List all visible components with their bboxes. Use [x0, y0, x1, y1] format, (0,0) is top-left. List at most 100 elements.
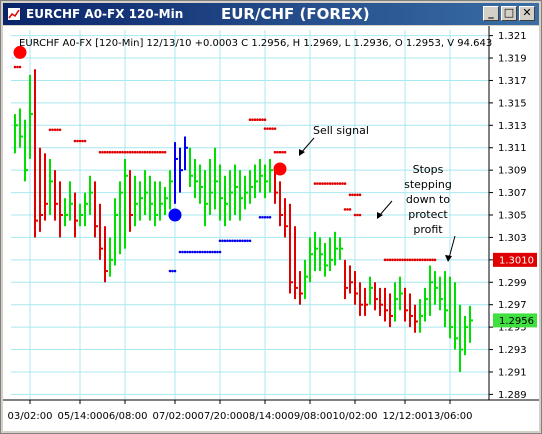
maximize-button[interactable]: □ — [501, 6, 517, 21]
sell-stop-dot — [278, 150, 282, 154]
x-tick-label: 13/06:00 — [428, 411, 473, 422]
minimize-button[interactable]: _ — [483, 6, 499, 21]
sell-stop-dot — [128, 150, 132, 154]
y-tick-label: 1.307 — [498, 188, 527, 199]
sell-stop-dot — [126, 150, 129, 154]
sell-stop-dot — [163, 150, 167, 154]
sell-stop-dot — [13, 65, 17, 69]
sell-stop-dot — [331, 182, 334, 185]
stops-arrowhead-left — [377, 212, 383, 219]
buy-stop-dot — [231, 239, 234, 243]
sell-stop-dot — [56, 128, 59, 132]
sell-stop-dot — [146, 150, 149, 154]
buy-stop-dot — [218, 250, 222, 254]
sell-stop-dot — [248, 118, 252, 121]
sell-stop-dot — [151, 150, 154, 154]
sell-stop-dot — [396, 258, 399, 262]
x-tick-label: 09/08:00 — [288, 411, 333, 422]
x-tick-label: 05/14:00 — [58, 411, 103, 422]
sell-stop-dot — [433, 258, 437, 262]
buy-stop-dot — [228, 239, 232, 243]
sell-signal-annotation: Sell signal — [313, 124, 369, 137]
buy-stop-dot — [238, 239, 242, 243]
sell-stop-dot — [76, 139, 79, 143]
close-button[interactable]: ✕ — [519, 6, 535, 21]
sell-stop-dot — [348, 208, 352, 211]
title-bar[interactable]: EURCHF A0-FX 120-Min EUR/CHF (FOREX) _ □… — [3, 3, 539, 25]
stops-arrow-right — [448, 235, 456, 259]
sell-stop-dot — [113, 150, 117, 154]
stops-annotation-line: profit — [413, 223, 443, 236]
buy-stop-dot — [186, 250, 189, 254]
sell-stop-dot — [73, 139, 77, 143]
buy-stop-dot — [178, 250, 182, 254]
sell-stop-dot — [111, 150, 114, 154]
sell-stop-dot — [118, 150, 122, 154]
sell-stop-dot — [136, 150, 139, 154]
buy-stop-dot — [248, 239, 252, 243]
sell-stop-dot — [353, 213, 357, 217]
sell-stop-dot — [18, 65, 22, 69]
sell-stop-dot — [316, 182, 319, 185]
buy-stop-dot — [263, 215, 267, 219]
quote-info-line: EURCHF A0-FX [120-Min] 12/13/10 +0.0003 … — [19, 38, 493, 49]
sell-stop-dot — [281, 150, 284, 154]
sell-stop-dot — [398, 258, 402, 262]
x-tick-label: 07/20:00 — [198, 411, 243, 422]
buy-stop-dot — [206, 250, 209, 254]
sell-signal-arrowhead — [299, 149, 305, 156]
stops-annotation-line: protect — [408, 208, 448, 221]
stops-arrowhead-right — [445, 255, 452, 262]
sell-stop-dot — [276, 150, 279, 154]
stops-arrow-left — [378, 200, 393, 217]
sell-stop-dot — [121, 150, 124, 154]
buy-stop-dot — [198, 250, 202, 254]
plot-area[interactable]: 1.321 1.319 1.317 1.315 1.313 1.311 1.309 1.307… — [3, 26, 539, 431]
y-tick-label: 1.315 — [498, 98, 527, 109]
sell-stop-dot — [78, 139, 82, 143]
sell-stop-dot — [263, 127, 267, 130]
y-tick-label: 1.295 — [498, 323, 527, 334]
sell-stop-dot — [416, 258, 419, 262]
stops-annotation-line: down to — [406, 193, 450, 206]
sell-stop-dot — [253, 118, 257, 121]
y-tick-label: 1.321 — [498, 31, 527, 42]
sell-stop-dot — [51, 128, 54, 132]
sell-stop-dot — [263, 118, 267, 121]
sell-stop-dot — [273, 150, 277, 154]
stop-price-tag-label: 1.3010 — [499, 255, 534, 266]
sell-stop-dot — [258, 118, 262, 121]
buy-stop-dot — [233, 239, 237, 243]
x-tick-label: 10/02:00 — [333, 411, 378, 422]
sell-stop-dot — [408, 258, 412, 262]
buy-stop-dot — [258, 215, 262, 219]
buy-stop-dot — [208, 250, 212, 254]
sell-stop-dot — [351, 193, 354, 197]
sell-stop-dot — [343, 182, 347, 185]
sell-stop-dot — [16, 65, 19, 69]
buy-stop-dot — [181, 250, 184, 254]
sell-stop-dot — [123, 150, 127, 154]
sell-stop-dot — [313, 182, 317, 185]
sell-stop-dot — [326, 182, 329, 185]
y-tick-label: 1.305 — [498, 211, 527, 222]
sell-stop-dot — [338, 182, 342, 185]
red-signal-marker — [273, 162, 287, 176]
sell-stop-dot — [158, 150, 162, 154]
sell-stop-dot — [116, 150, 119, 154]
y-tick-label: 1.297 — [498, 300, 527, 311]
sell-stop-dot — [406, 258, 409, 262]
sell-stop-dot — [393, 258, 397, 262]
buy-stop-dot — [191, 250, 194, 254]
buy-stop-dot — [171, 269, 174, 273]
sell-stop-dot — [101, 150, 104, 154]
sell-stop-dot — [271, 127, 274, 130]
sell-stop-dot — [348, 193, 352, 197]
chart-title: EUR/CHF (FOREX) — [221, 5, 370, 23]
buy-stop-dot — [223, 239, 227, 243]
buy-stop-dot — [261, 215, 264, 219]
x-tick-label: 06/08:00 — [103, 411, 148, 422]
sell-stop-dot — [133, 150, 137, 154]
x-tick-label: 07/02:00 — [153, 411, 198, 422]
